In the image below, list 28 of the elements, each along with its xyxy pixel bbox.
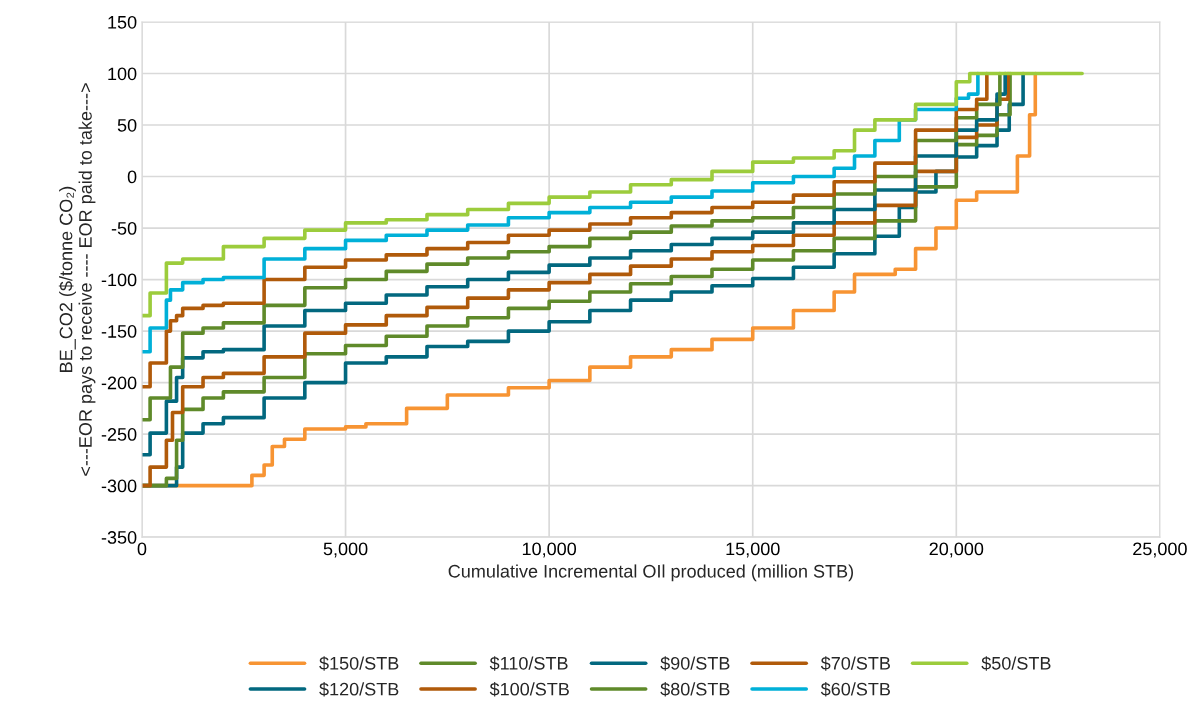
y-tick-label: -300 <box>101 479 137 493</box>
legend-label: $70/STB <box>820 656 890 671</box>
x-axis-title: Cumulative Incremental OIl produced (million STB) <box>448 564 854 582</box>
y-tick-label: -350 <box>101 531 137 544</box>
y-tick-label: 50 <box>117 118 137 132</box>
legend-label: $110/STB <box>489 656 568 671</box>
y-tick-label: -200 <box>101 376 137 390</box>
y-tick-label: -150 <box>101 325 137 338</box>
y-tick-label: -250 <box>101 428 137 441</box>
legend-label: $60/STB <box>820 682 890 697</box>
legend-label: $150/STB <box>319 656 399 671</box>
y-axis-title: BE_CO2 ($/tonne CO₂) <---EOR pays to receive ---- EOR paid to take---> <box>58 83 96 476</box>
x-tick-label: 10,000 <box>522 542 577 558</box>
y-tick-label: -100 <box>101 273 137 287</box>
x-tick-label: 25,000 <box>1133 542 1187 558</box>
x-tick-label: 20,000 <box>929 542 984 558</box>
y-tick-label: 150 <box>108 15 137 29</box>
legend-label: $80/STB <box>660 682 730 697</box>
y-tick-label: -50 <box>111 221 137 235</box>
legend-label: $120/STB <box>319 682 399 697</box>
legend-label: $100/STB <box>489 682 569 697</box>
legend-label: $50/STB <box>981 656 1051 671</box>
legend-label: $90/STB <box>660 656 730 671</box>
y-tick-label: 100 <box>108 67 137 81</box>
x-tick-label: 15,000 <box>726 542 780 558</box>
x-tick-label: 0 <box>137 542 147 556</box>
x-tick-label: 5,000 <box>323 542 368 558</box>
y-tick-label: 0 <box>127 170 137 184</box>
